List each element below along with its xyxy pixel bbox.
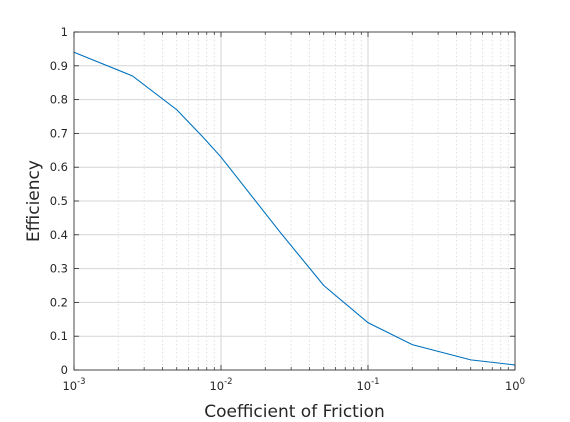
x-tick-exponent: -3 bbox=[77, 377, 85, 387]
x-tick-exponent: -1 bbox=[371, 377, 379, 387]
y-tick-label: 0.6 bbox=[50, 160, 68, 174]
x-tick-base: 10 bbox=[209, 379, 224, 393]
x-tick-exponent: 0 bbox=[520, 377, 525, 387]
x-tick-label: 10-1 bbox=[356, 377, 379, 393]
series-layer bbox=[73, 51, 516, 366]
y-tick-label: 0.3 bbox=[50, 262, 68, 276]
x-tick-base: 10 bbox=[356, 379, 371, 393]
y-tick-label: 0.5 bbox=[50, 194, 68, 208]
y-tick-label: 0.9 bbox=[50, 59, 68, 73]
y-axis-label: Efficiency bbox=[24, 160, 44, 242]
x-tick-labels: 10-3 10-2 10-1 100 bbox=[62, 377, 525, 393]
x-tick-base: 10 bbox=[505, 379, 520, 393]
y-tick-label: 0.1 bbox=[50, 329, 68, 343]
y-tick-label: 0 bbox=[61, 363, 68, 377]
x-axis-label: Coefficient of Friction bbox=[204, 402, 385, 422]
y-tick-label: 0.4 bbox=[50, 228, 68, 242]
y-tick-labels: 0 0.1 0.2 0.3 0.4 0.5 0.6 0.7 0.8 0.9 1 bbox=[50, 25, 68, 377]
y-tick-label: 1 bbox=[61, 25, 68, 39]
y-tick-label: 0.8 bbox=[50, 93, 68, 107]
x-tick-label: 100 bbox=[505, 377, 525, 393]
y-tick-label: 0.7 bbox=[50, 126, 68, 140]
x-tick-label: 10-2 bbox=[209, 377, 232, 393]
x-tick-exponent: -2 bbox=[224, 377, 232, 387]
tick-marks bbox=[73, 31, 516, 371]
x-tick-base: 10 bbox=[62, 379, 77, 393]
efficiency-series-line bbox=[73, 51, 516, 366]
y-tick-label: 0.2 bbox=[50, 295, 68, 309]
x-tick-label: 10-3 bbox=[62, 377, 85, 393]
